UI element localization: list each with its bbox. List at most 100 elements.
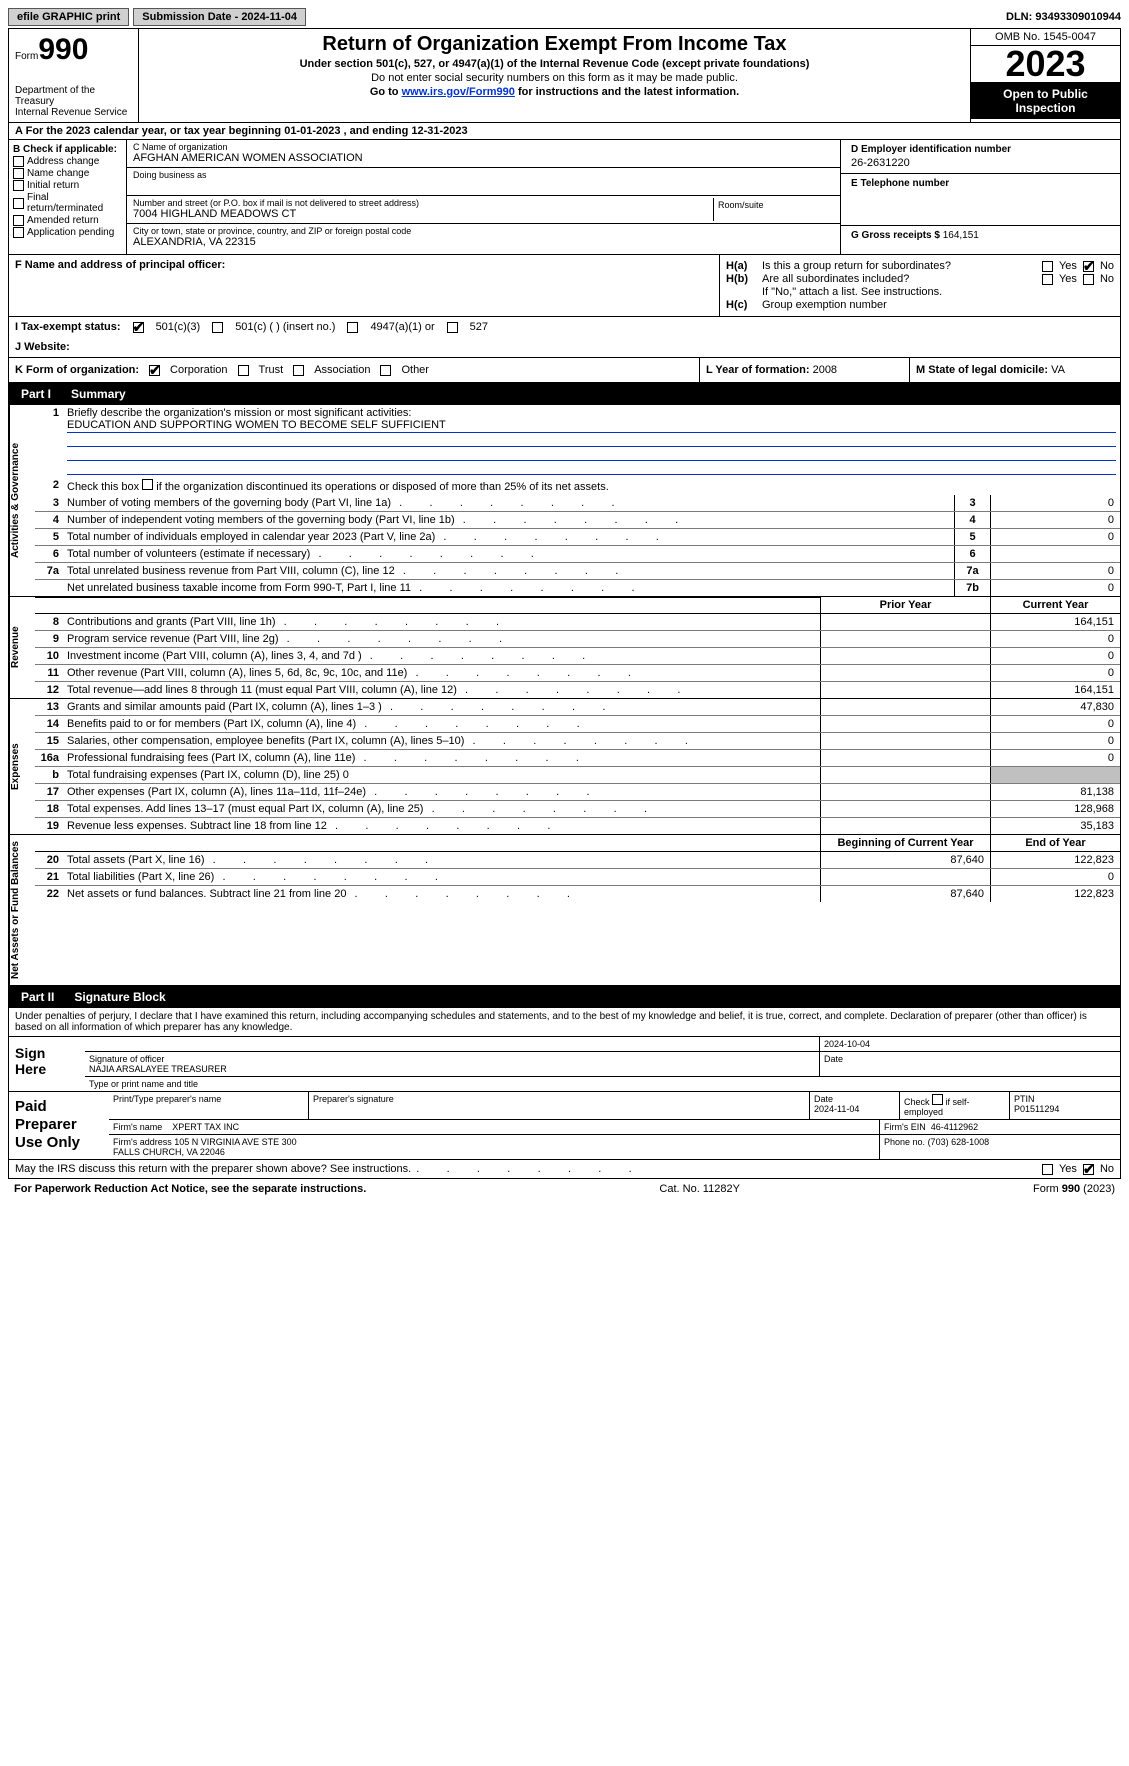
top-toolbar: efile GRAPHIC print Submission Date - 20…: [8, 8, 1121, 26]
box-c: C Name of organization AFGHAN AMERICAN W…: [127, 140, 840, 254]
chk-address-change[interactable]: [13, 156, 24, 167]
page-footer: For Paperwork Reduction Act Notice, see …: [8, 1181, 1121, 1197]
ha-text: Is this a group return for subordinates?: [762, 260, 1042, 272]
prep-date: 2024-11-04: [814, 1104, 895, 1114]
header-middle: Return of Organization Exempt From Incom…: [139, 29, 970, 122]
gross-receipts-label: G Gross receipts $: [851, 230, 940, 241]
k-label: K Form of organization:: [15, 364, 139, 376]
summary-revenue: Revenue Prior Year Current Year 8Contrib…: [8, 597, 1121, 699]
sign-here-label: Sign Here: [9, 1037, 85, 1091]
summary-row: 12Total revenue—add lines 8 through 11 (…: [35, 682, 1120, 698]
form-subtitle-1: Under section 501(c), 527, or 4947(a)(1)…: [145, 58, 964, 70]
ein-value: 26-2631220: [851, 155, 1110, 169]
tel-value: [851, 189, 1110, 191]
ptin-value: P01511294: [1014, 1104, 1116, 1114]
hdr-beginning-year: Beginning of Current Year: [820, 835, 990, 851]
chk-self-employed[interactable]: [932, 1094, 943, 1105]
summary-row: 16aProfessional fundraising fees (Part I…: [35, 750, 1120, 767]
submission-date-button[interactable]: Submission Date - 2024-11-04: [133, 8, 306, 26]
mission-text: EDUCATION AND SUPPORTING WOMEN TO BECOME…: [67, 419, 1116, 433]
chk-discontinued[interactable]: [142, 479, 153, 490]
chk-initial-return[interactable]: [13, 180, 24, 191]
form-subtitle-3: Go to www.irs.gov/Form990 for instructio…: [145, 86, 964, 98]
row-k: K Form of organization: Corporation Trus…: [8, 358, 1121, 383]
open-inspection-label: Open to Public Inspection: [971, 83, 1120, 119]
firm-ein: 46-4112962: [931, 1122, 978, 1132]
chk-501c[interactable]: [212, 322, 223, 333]
city-value: ALEXANDRIA, VA 22315: [133, 236, 834, 248]
chk-amended[interactable]: [13, 215, 24, 226]
m-label: M State of legal domicile:: [916, 364, 1048, 376]
l-label: L Year of formation:: [706, 364, 810, 376]
summary-row: 13Grants and similar amounts paid (Part …: [35, 699, 1120, 716]
hb-yes-chk[interactable]: [1042, 274, 1053, 285]
hc-text: Group exemption number: [762, 299, 1114, 311]
efile-print-button[interactable]: efile GRAPHIC print: [8, 8, 129, 26]
chk-trust[interactable]: [238, 365, 249, 376]
ha-yes-chk[interactable]: [1042, 261, 1053, 272]
firm-ein-label: Firm's EIN: [884, 1122, 926, 1132]
hb-note: If "No," attach a list. See instructions…: [762, 286, 1114, 298]
ein-label: D Employer identification number: [851, 144, 1110, 155]
chk-4947[interactable]: [347, 322, 358, 333]
sign-here-block: Sign Here 2024-10-04 Signature of office…: [8, 1037, 1121, 1092]
l-value: 2008: [813, 364, 837, 376]
ptin-label: PTIN: [1014, 1094, 1116, 1104]
summary-row: 21Total liabilities (Part X, line 26) 0: [35, 869, 1120, 886]
summary-row: Net unrelated business taxable income fr…: [35, 580, 1120, 596]
form-label: Form: [15, 51, 38, 62]
dba-label: Doing business as: [133, 170, 834, 180]
summary-row: 14Benefits paid to or for members (Part …: [35, 716, 1120, 733]
chk-association[interactable]: [293, 365, 304, 376]
hb-no-chk[interactable]: [1083, 274, 1094, 285]
chk-corporation[interactable]: [149, 365, 160, 376]
ha-label: H(a): [726, 260, 762, 272]
vtab-expenses: Expenses: [9, 699, 35, 834]
form-title: Return of Organization Exempt From Incom…: [145, 33, 964, 56]
chk-application-pending[interactable]: [13, 227, 24, 238]
penalties-text: Under penalties of perjury, I declare th…: [8, 1008, 1121, 1037]
ha-no-chk[interactable]: [1083, 261, 1094, 272]
chk-final-return[interactable]: [13, 198, 24, 209]
header-right: OMB No. 1545-0047 2023 Open to Public In…: [970, 29, 1120, 122]
hdr-prior-year: Prior Year: [820, 597, 990, 613]
part1-num: Part I: [9, 384, 63, 404]
may-irs-row: May the IRS discuss this return with the…: [8, 1160, 1121, 1179]
summary-row: bTotal fundraising expenses (Part IX, co…: [35, 767, 1120, 784]
summary-row: 8Contributions and grants (Part VIII, li…: [35, 614, 1120, 631]
line2-text: Check this box if the organization disco…: [63, 477, 1120, 495]
summary-row: 10Investment income (Part VIII, column (…: [35, 648, 1120, 665]
addr-label: Number and street (or P.O. box if mail i…: [133, 198, 713, 208]
phone-label: Phone no.: [884, 1137, 925, 1147]
mission-label: Briefly describe the organization's miss…: [67, 407, 1116, 419]
prep-name-label: Print/Type preparer's name: [113, 1094, 304, 1104]
vtab-net-assets: Net Assets or Fund Balances: [9, 835, 35, 985]
summary-row: 22Net assets or fund balances. Subtract …: [35, 886, 1120, 902]
irs-link[interactable]: www.irs.gov/Form990: [402, 86, 515, 98]
chk-501c3[interactable]: [133, 322, 144, 333]
paid-preparer-block: Paid Preparer Use Only Print/Type prepar…: [8, 1092, 1121, 1160]
m-value: VA: [1051, 364, 1065, 376]
summary-row: 20Total assets (Part X, line 16) 87,6401…: [35, 852, 1120, 869]
gross-receipts-value: 164,151: [943, 230, 979, 241]
summary-row: 18Total expenses. Add lines 13–17 (must …: [35, 801, 1120, 818]
sig-date-label: Date: [820, 1052, 1120, 1076]
hb-text: Are all subordinates included?: [762, 273, 1042, 285]
may-yes-chk[interactable]: [1042, 1164, 1053, 1175]
may-irs-text: May the IRS discuss this return with the…: [15, 1163, 411, 1175]
summary-row: 9Program service revenue (Part VIII, lin…: [35, 631, 1120, 648]
part1-title: Summary: [63, 384, 134, 404]
part2-num: Part II: [9, 987, 66, 1007]
dept-label: Department of the Treasury Internal Reve…: [15, 85, 132, 118]
may-no-chk[interactable]: [1083, 1164, 1094, 1175]
firm-addr-label: Firm's address: [113, 1137, 172, 1147]
chk-527[interactable]: [447, 322, 458, 333]
chk-other[interactable]: [380, 365, 391, 376]
prep-sig-label: Preparer's signature: [309, 1092, 810, 1119]
row-f-h: F Name and address of principal officer:…: [8, 255, 1121, 317]
form-header: Form990 Department of the Treasury Inter…: [8, 28, 1121, 123]
tel-label: E Telephone number: [851, 178, 1110, 189]
j-label: J Website:: [15, 341, 70, 353]
chk-name-change[interactable]: [13, 168, 24, 179]
section-bcd: B Check if applicable: Address change Na…: [8, 140, 1121, 255]
